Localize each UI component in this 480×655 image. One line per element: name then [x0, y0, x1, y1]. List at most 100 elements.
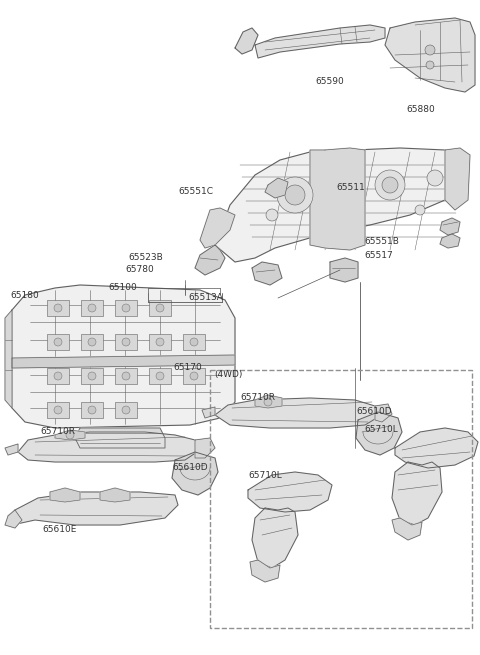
Circle shape [66, 431, 74, 439]
Bar [115, 300, 137, 316]
Bar [47, 368, 69, 384]
Polygon shape [385, 18, 475, 92]
Text: 65511: 65511 [336, 183, 365, 193]
Text: 65517: 65517 [364, 250, 393, 259]
Circle shape [88, 338, 96, 346]
Polygon shape [5, 444, 18, 455]
Bar [183, 334, 205, 350]
Polygon shape [255, 395, 282, 408]
Circle shape [54, 372, 62, 380]
Bar [115, 334, 137, 350]
Bar [210, 370, 472, 628]
Circle shape [54, 304, 62, 312]
Polygon shape [310, 148, 365, 250]
Polygon shape [265, 178, 288, 198]
Circle shape [277, 177, 313, 213]
Circle shape [122, 406, 130, 414]
Bar [115, 368, 137, 384]
Polygon shape [252, 262, 282, 285]
Circle shape [156, 304, 164, 312]
Text: 65551C: 65551C [178, 187, 213, 196]
Text: 65551B: 65551B [364, 238, 399, 246]
Circle shape [156, 372, 164, 380]
Circle shape [156, 338, 164, 346]
Bar [81, 368, 103, 384]
Polygon shape [215, 148, 468, 262]
Polygon shape [392, 462, 442, 525]
Text: 65523B: 65523B [128, 253, 163, 263]
Circle shape [122, 304, 130, 312]
Polygon shape [395, 428, 478, 468]
Circle shape [264, 398, 272, 406]
Text: 65590: 65590 [315, 77, 344, 86]
Bar [149, 334, 171, 350]
Circle shape [88, 372, 96, 380]
Bar [81, 402, 103, 418]
Circle shape [285, 185, 305, 205]
Circle shape [375, 170, 405, 200]
Bar [81, 300, 103, 316]
Polygon shape [202, 407, 215, 418]
Text: 65170: 65170 [173, 364, 202, 373]
Text: 65880: 65880 [406, 105, 435, 115]
Circle shape [426, 61, 434, 69]
Text: 65780: 65780 [125, 265, 154, 274]
Polygon shape [248, 472, 332, 512]
Text: 65610D: 65610D [356, 407, 392, 417]
Text: 65710L: 65710L [248, 472, 282, 481]
Polygon shape [12, 355, 235, 368]
Circle shape [54, 338, 62, 346]
Bar [81, 334, 103, 350]
Polygon shape [250, 560, 280, 582]
Bar [149, 300, 171, 316]
Circle shape [122, 338, 130, 346]
Polygon shape [5, 310, 12, 408]
Bar [149, 368, 171, 384]
Polygon shape [195, 438, 215, 458]
Circle shape [425, 45, 435, 55]
Polygon shape [252, 508, 298, 568]
Polygon shape [12, 285, 235, 428]
Polygon shape [8, 492, 178, 525]
Circle shape [54, 406, 62, 414]
Circle shape [122, 372, 130, 380]
Circle shape [88, 304, 96, 312]
Circle shape [427, 170, 443, 186]
Polygon shape [375, 404, 392, 422]
Text: 65710R: 65710R [240, 394, 275, 403]
Circle shape [88, 406, 96, 414]
Text: 65513A: 65513A [188, 293, 223, 303]
Polygon shape [50, 488, 80, 502]
Polygon shape [55, 430, 85, 440]
Polygon shape [100, 488, 130, 502]
Polygon shape [75, 428, 165, 448]
Circle shape [266, 209, 278, 221]
Polygon shape [215, 398, 380, 428]
Polygon shape [440, 234, 460, 248]
Polygon shape [255, 25, 385, 58]
Bar [47, 334, 69, 350]
Circle shape [382, 177, 398, 193]
Polygon shape [330, 258, 358, 282]
Polygon shape [18, 432, 200, 462]
Circle shape [190, 372, 198, 380]
Circle shape [415, 205, 425, 215]
Bar [115, 402, 137, 418]
Polygon shape [440, 218, 460, 235]
Text: 65610E: 65610E [42, 525, 76, 534]
Text: 65610D: 65610D [172, 464, 208, 472]
Bar [47, 300, 69, 316]
Polygon shape [356, 412, 402, 455]
Polygon shape [445, 148, 470, 210]
Text: (4WD): (4WD) [214, 371, 242, 379]
Polygon shape [200, 208, 235, 248]
Polygon shape [195, 245, 225, 275]
Text: 65100: 65100 [108, 284, 137, 293]
Polygon shape [5, 510, 22, 528]
Bar [47, 402, 69, 418]
Polygon shape [392, 518, 422, 540]
Text: 65710L: 65710L [364, 426, 398, 434]
Circle shape [190, 338, 198, 346]
Polygon shape [172, 452, 218, 495]
Text: 65710R: 65710R [40, 428, 75, 436]
